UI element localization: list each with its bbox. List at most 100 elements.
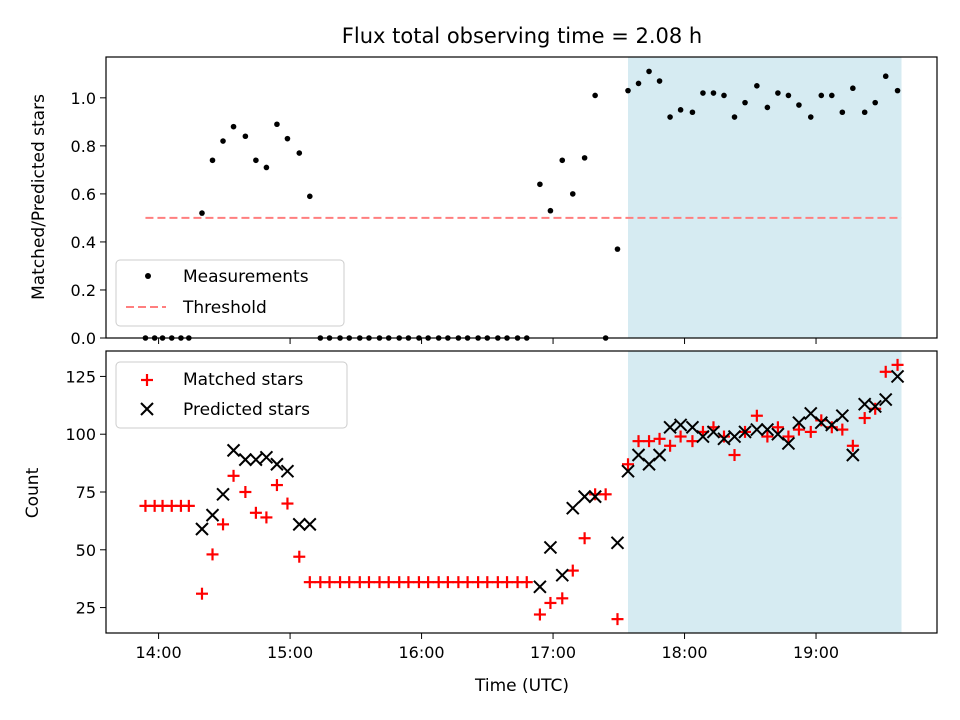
matched-star-point — [270, 479, 283, 492]
measurement-point — [307, 193, 313, 200]
measurement-point — [263, 164, 270, 171]
matched-star-point — [750, 409, 763, 422]
top-legend: Measurements Threshold — [115, 259, 345, 327]
x-tick-label: 16:00 — [399, 643, 445, 662]
matched-star-point — [846, 439, 859, 452]
measurement-point — [829, 92, 835, 99]
measurement-point — [710, 90, 717, 96]
predicted-star-point — [717, 432, 731, 446]
predicted-star-point — [226, 443, 241, 458]
legend-threshold-label: Threshold — [182, 298, 267, 318]
predicted-star-point — [543, 540, 558, 555]
x-tick-label: 19:00 — [793, 643, 839, 662]
predicted-star-point — [760, 422, 775, 437]
predicted-star-point — [835, 409, 850, 423]
measurement-point — [635, 80, 642, 87]
x-tick-label: 14:00 — [136, 643, 182, 662]
matched-star-point — [653, 432, 666, 445]
matched-star-point — [686, 435, 699, 448]
bottom-x-ticks: 14:00 15:00 16:00 17:00 18:00 19:00 — [136, 633, 839, 662]
predicted-star-point — [696, 429, 710, 444]
predicted-star-point — [555, 568, 569, 582]
bottom-legend-box — [115, 361, 348, 429]
matched-star-point — [858, 412, 871, 425]
predicted-star-point — [750, 422, 764, 437]
measurement-point — [818, 92, 825, 99]
x-tick-label: 15:00 — [267, 643, 313, 662]
matched-star-point — [674, 430, 687, 443]
measurement-point — [894, 87, 901, 94]
count-panel: 25 50 75 100 125 14:00 15:00 16:00 17:00 18:00 19… — [23, 350, 938, 696]
predicted-star-point — [292, 517, 306, 532]
predicted-star-point — [706, 425, 721, 439]
top-legend-box — [115, 259, 345, 327]
predicted-star-point — [249, 452, 263, 467]
predicted-star-point — [303, 517, 317, 532]
measurement-point — [559, 157, 566, 164]
matched-star-point — [556, 592, 569, 605]
measurement-point — [274, 121, 280, 128]
measurement-point — [775, 90, 781, 96]
matched-star-point — [343, 576, 356, 589]
legend-predicted-label: Predicted stars — [183, 400, 310, 420]
predicted-star-point — [792, 415, 806, 430]
y-tick-label: 75 — [76, 483, 96, 502]
measurement-point — [785, 92, 792, 99]
matched-star-point — [566, 564, 579, 577]
matched-star-point — [782, 430, 795, 443]
matched-star-point — [622, 458, 635, 471]
predicted-star-point — [205, 508, 220, 522]
y-tick-label: 1.0 — [71, 89, 96, 108]
measurement-point — [220, 138, 226, 144]
matched-star-point — [481, 576, 494, 589]
y-tick-label: 0.6 — [71, 185, 96, 204]
measurement-point — [581, 155, 588, 161]
matched-star-point — [869, 402, 882, 415]
predicted-star-point — [533, 580, 547, 594]
matched-star-point — [501, 576, 514, 589]
measurement-points — [142, 68, 901, 341]
matched-star-point — [728, 449, 741, 462]
measurement-point — [872, 99, 879, 106]
measurement-point — [614, 246, 621, 252]
measurement-point — [646, 68, 652, 75]
matched-star-point — [836, 423, 849, 436]
x-axis-label: Time (UTC) — [474, 676, 569, 696]
matched-star-point — [217, 518, 230, 531]
matched-star-point — [520, 576, 533, 589]
predicted-star-point — [663, 420, 677, 434]
matched-star-point — [249, 506, 262, 519]
y-tick-label: 125 — [65, 367, 96, 386]
matched-star-point — [544, 596, 557, 609]
predicted-star-point — [280, 464, 295, 478]
predicted-star-point — [621, 464, 635, 478]
top-y-axis-label: Matched/Predicted stars — [29, 94, 49, 300]
matched-star-point — [664, 439, 677, 452]
predicted-star-point — [890, 369, 905, 384]
predicted-star-point — [673, 418, 688, 432]
measurement-point — [592, 92, 598, 99]
measurement-point — [754, 83, 760, 89]
measurement-point — [731, 114, 738, 120]
measurement-point — [721, 92, 727, 99]
matched-star-point — [879, 365, 892, 378]
measurement-point — [667, 114, 673, 120]
matched-star-point — [239, 486, 252, 498]
measurement-point — [839, 109, 846, 116]
bottom-y-axis-label: Count — [23, 467, 43, 518]
matched-star-point — [441, 576, 454, 589]
legend-matched-marker — [141, 374, 153, 386]
matched-star-point — [792, 423, 805, 436]
matched-star-point — [611, 613, 624, 626]
top-x-ticks — [158, 338, 817, 344]
predicted-star-point — [727, 429, 742, 444]
measurement-point — [677, 107, 684, 113]
chart-title: Flux total observing time = 2.08 h — [342, 24, 702, 48]
predicted-star-point — [652, 448, 667, 462]
predicted-star-point — [270, 457, 284, 471]
legend-measurements-marker — [145, 273, 151, 279]
matched-star-point — [402, 576, 415, 589]
matched-star-point — [281, 497, 294, 510]
matched-star-point — [303, 576, 316, 589]
